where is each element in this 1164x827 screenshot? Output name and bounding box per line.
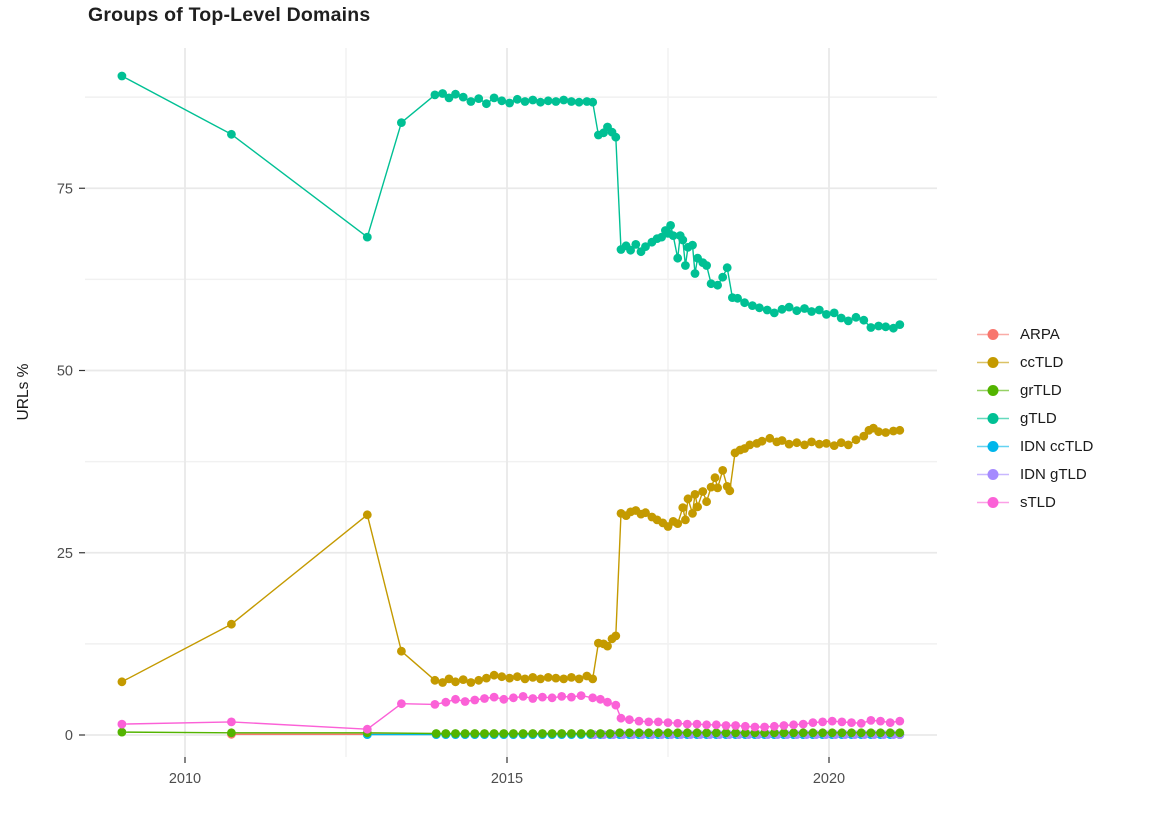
legend-key-icon	[977, 356, 1009, 368]
x-axis-labels: 2010 2015 2020	[169, 771, 845, 787]
y-tick-label: 25	[57, 546, 73, 562]
series-grtld	[117, 727, 905, 738]
major-gridlines	[85, 48, 937, 757]
legend-label: IDN gTLD	[1020, 465, 1087, 483]
x-tick-label: 2010	[169, 771, 201, 787]
x-tick-label: 2020	[813, 771, 845, 787]
y-tick-label: 50	[57, 364, 73, 380]
legend: ARPA ccTLD grTLD gTLD IDN ccTLD IDN gTLD sTLD	[976, 320, 1093, 516]
legend-item-gtld: gTLD	[976, 404, 1093, 432]
y-tick-label: 0	[65, 728, 73, 744]
legend-label: sTLD	[1020, 493, 1056, 511]
axis-ticks	[79, 187, 830, 763]
legend-key-icon	[977, 440, 1009, 452]
legend-item-arpa: ARPA	[976, 320, 1093, 348]
y-tick-label: 75	[57, 181, 73, 197]
legend-label: IDN ccTLD	[1020, 437, 1094, 455]
legend-label: grTLD	[1020, 381, 1062, 399]
legend-key-icon	[977, 384, 1009, 396]
series-gtld	[117, 71, 905, 333]
series-stld	[117, 691, 905, 734]
legend-label: ARPA	[1020, 325, 1060, 343]
legend-key-icon	[977, 328, 1009, 340]
series-cctld	[117, 423, 905, 687]
y-axis-title: URLs %	[15, 363, 32, 421]
minor-gridlines	[85, 48, 937, 757]
legend-key-icon	[977, 468, 1009, 480]
legend-item-grtld: grTLD	[976, 376, 1093, 404]
chart-title: Groups of Top-Level Domains	[88, 4, 371, 26]
legend-item-stld: sTLD	[976, 488, 1093, 516]
legend-label: gTLD	[1020, 409, 1057, 427]
legend-label: ccTLD	[1020, 353, 1064, 371]
legend-key-icon	[977, 496, 1009, 508]
legend-item-idn-cctld: IDN ccTLD	[976, 432, 1093, 460]
legend-item-cctld: ccTLD	[976, 348, 1093, 376]
legend-item-idn-gtld: IDN gTLD	[976, 460, 1093, 488]
x-tick-label: 2015	[491, 771, 523, 787]
legend-key-icon	[977, 412, 1009, 424]
y-axis-labels: 0 25 50 75	[57, 181, 73, 744]
